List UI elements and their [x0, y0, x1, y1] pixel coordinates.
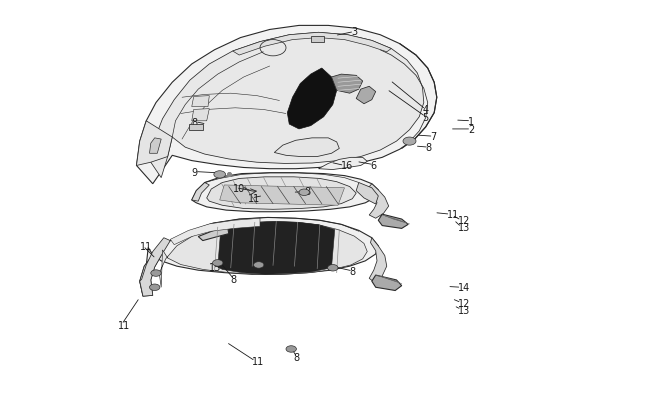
PathPatch shape [192, 183, 209, 202]
PathPatch shape [207, 177, 356, 210]
Text: 9: 9 [192, 167, 198, 177]
PathPatch shape [198, 227, 229, 241]
Circle shape [150, 284, 160, 291]
PathPatch shape [170, 219, 260, 245]
PathPatch shape [140, 218, 378, 296]
PathPatch shape [192, 173, 378, 212]
PathPatch shape [140, 253, 161, 296]
Text: 8: 8 [192, 117, 198, 127]
PathPatch shape [150, 139, 161, 154]
Text: 8: 8 [231, 275, 237, 284]
PathPatch shape [311, 36, 324, 43]
Text: 11: 11 [248, 194, 261, 203]
Text: 2: 2 [468, 125, 474, 134]
Text: 7: 7 [430, 132, 437, 142]
Circle shape [286, 346, 296, 352]
PathPatch shape [367, 184, 389, 219]
PathPatch shape [220, 185, 344, 206]
Text: 8: 8 [294, 352, 300, 362]
PathPatch shape [136, 26, 437, 184]
PathPatch shape [274, 139, 339, 157]
Text: 13: 13 [458, 223, 471, 232]
Text: 8: 8 [426, 143, 432, 153]
PathPatch shape [140, 238, 170, 296]
PathPatch shape [188, 125, 203, 130]
PathPatch shape [151, 33, 424, 178]
Circle shape [151, 270, 161, 277]
Text: 3: 3 [351, 28, 357, 37]
PathPatch shape [372, 275, 402, 291]
Text: 8: 8 [304, 187, 310, 197]
Text: 14: 14 [458, 283, 471, 292]
Text: 5: 5 [422, 113, 429, 122]
Circle shape [213, 260, 223, 266]
Text: 8: 8 [350, 266, 356, 276]
Circle shape [328, 265, 338, 271]
PathPatch shape [356, 87, 376, 104]
Text: 16: 16 [341, 161, 354, 171]
PathPatch shape [218, 222, 335, 275]
PathPatch shape [356, 183, 378, 205]
Circle shape [254, 262, 264, 269]
PathPatch shape [233, 33, 391, 56]
Text: 12: 12 [458, 298, 471, 308]
PathPatch shape [318, 158, 367, 170]
Text: 15: 15 [209, 262, 222, 272]
Text: 13: 13 [458, 305, 471, 315]
Text: 4: 4 [422, 105, 428, 115]
Text: 11: 11 [252, 356, 265, 366]
Circle shape [403, 138, 416, 146]
Text: 11: 11 [140, 241, 152, 251]
Text: 6: 6 [370, 160, 376, 170]
Text: 1: 1 [468, 117, 474, 126]
Text: 11: 11 [447, 210, 460, 220]
PathPatch shape [378, 215, 408, 229]
PathPatch shape [332, 75, 363, 94]
Circle shape [214, 171, 226, 179]
PathPatch shape [192, 109, 209, 122]
PathPatch shape [159, 222, 367, 288]
Text: 10: 10 [233, 183, 245, 193]
PathPatch shape [192, 96, 209, 107]
Text: 11: 11 [118, 320, 131, 330]
Text: 12: 12 [458, 216, 471, 226]
PathPatch shape [287, 69, 337, 130]
PathPatch shape [369, 238, 387, 284]
Circle shape [299, 190, 309, 196]
PathPatch shape [136, 122, 172, 166]
